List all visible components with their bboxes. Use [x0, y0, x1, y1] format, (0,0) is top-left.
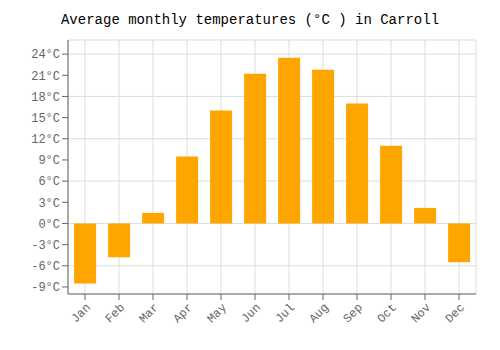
svg-text:Nov: Nov: [409, 301, 434, 326]
svg-text:3°C: 3°C: [38, 197, 60, 211]
svg-text:21°C: 21°C: [31, 70, 60, 84]
svg-text:May: May: [205, 301, 230, 326]
svg-text:-3°C: -3°C: [31, 239, 60, 253]
svg-text:Oct: Oct: [375, 301, 400, 326]
html-text:Average monthly temperatures (: Average monthly temperatures (°C ) in Ca…: [61, 12, 439, 28]
svg-text:Jun: Jun: [239, 301, 264, 326]
svg-text:12°C: 12°C: [31, 133, 60, 147]
svg-text:15°C: 15°C: [31, 112, 60, 126]
svg-text:Mar: Mar: [137, 301, 162, 326]
svg-text:9°C: 9°C: [38, 154, 60, 168]
svg-text:0°C: 0°C: [38, 218, 60, 232]
svg-text:6°C: 6°C: [38, 175, 60, 189]
svg-text:18°C: 18°C: [31, 91, 60, 105]
svg-text:Aug: Aug: [307, 301, 332, 326]
svg-text:Jul: Jul: [273, 301, 298, 326]
svg-text:Feb: Feb: [103, 301, 128, 326]
svg-text:Jan: Jan: [69, 301, 94, 326]
svg-text:-9°C: -9°C: [31, 281, 60, 295]
svg-text:Sep: Sep: [341, 301, 366, 326]
svg-text:24°C: 24°C: [31, 48, 60, 62]
svg-text:Dec: Dec: [443, 301, 468, 326]
svg-text:-6°C: -6°C: [31, 260, 60, 274]
svg-text:Apr: Apr: [171, 301, 196, 326]
